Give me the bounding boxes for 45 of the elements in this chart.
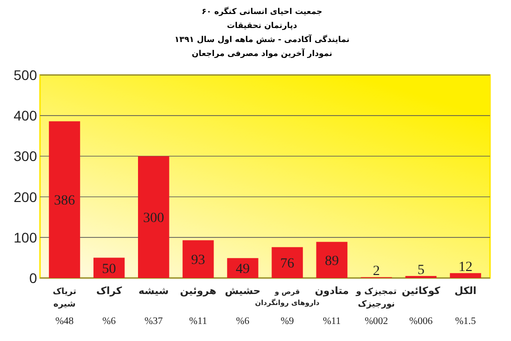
x-tick-label: الکل [454,286,476,297]
data-label: 2 [372,264,380,280]
data-label: 12 [458,260,472,276]
data-label: 89 [324,254,339,269]
x-tick-label: کراک [96,286,122,297]
chart-title: جمعیت احیای انسانی کنگره ۶۰ [202,6,323,16]
bar [316,242,348,278]
bar [272,247,303,278]
text: %11 [189,316,208,327]
bar [227,258,258,278]
x-tick-label: شیشه [138,286,169,297]
data-label: 386 [54,194,76,209]
text: %11 [322,316,341,327]
text: %9 [280,316,294,327]
chart-subtitle: دپارتمان تحقیقات نمایندگی آکادمی - شش ماهه اول سال ۱۳۹۱ نمودار آخرین مواد مصرفی مراجعان [174,21,350,58]
x-tick-label: حشیش [224,286,261,297]
text: %37 [144,316,163,327]
bar [48,121,80,278]
data-label: 300 [143,211,164,226]
y-tick-label: 100 [14,229,38,246]
data-label: 5 [417,262,424,278]
y-tick-label: 0 [29,270,38,286]
text: %6 [236,316,250,327]
x-tick-label: متادون [314,286,349,297]
text: %6 [102,316,116,327]
y-tick-label: 200 [14,188,38,205]
data-label: 50 [102,262,116,277]
x-tick-label: هروئین [180,286,216,297]
text: %1.5 [455,316,476,327]
bar [182,240,214,278]
bar [138,156,170,278]
data-label: 76 [280,256,294,272]
text: %006 [409,316,433,327]
y-tick-label: 400 [14,108,38,124]
y-tick-label: 500 [14,67,38,83]
text: %002 [364,316,388,327]
x-tick-label: تمجیزک و نورجیزک [355,287,397,310]
bar [450,273,482,278]
x-tick-label: کوکائین [402,286,440,297]
data-label: 93 [191,253,206,268]
x-tick-label: تریاک شیره [52,287,76,310]
text: %48 [55,316,74,327]
y-tick-label: 300 [14,148,38,164]
bar [93,258,125,278]
data-label: 49 [236,262,250,278]
